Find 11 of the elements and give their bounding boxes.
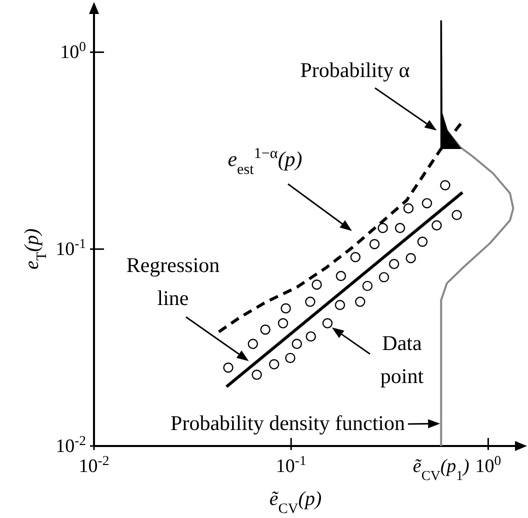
y-tick-label: 10$^{-1}$: [56, 236, 86, 260]
x-tick-label: 10$^{0}$: [475, 452, 502, 477]
annotation: e$_{est}$$^{1−α}$(p): [228, 146, 302, 178]
x-tick-label: ẽ$_{CV}$(p$_{1}$): [412, 456, 470, 482]
x-tick-label: 10$^{-1}$: [276, 452, 306, 477]
x-axis-title: ẽ$_{CV}$(p): [269, 488, 322, 517]
annotation: Regression line: [126, 253, 220, 310]
annotation: Data point: [380, 331, 424, 388]
annotation: Probability density function: [170, 411, 406, 435]
y-tick-label: 10$^{0}$: [60, 38, 86, 64]
annotation: Probability α: [300, 58, 410, 82]
